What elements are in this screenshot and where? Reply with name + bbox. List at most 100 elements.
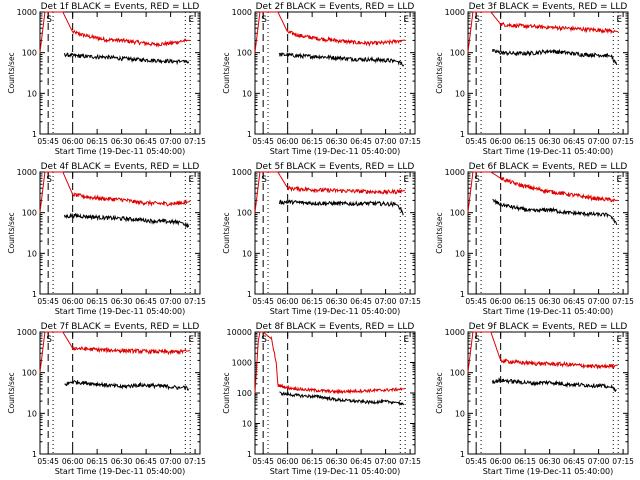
y-tick-label: 100 — [450, 369, 465, 378]
x-tick-label: 05:45 — [465, 137, 487, 146]
marker-label: E — [403, 335, 409, 345]
plot-frame — [254, 11, 416, 135]
x-tick-label: 06:15 — [514, 457, 536, 466]
chart-panel-8: Det 8f BLACK = Events, RED = LLD 1 10 100 10… — [222, 322, 421, 476]
x-tick-label: 06:45 — [350, 457, 372, 466]
x-tick-label: 06:30 — [111, 297, 133, 306]
x-tick-label: 06:00 — [62, 137, 84, 146]
chart-title: Det 1f BLACK = Events, RED = LLD — [41, 2, 200, 12]
x-tick-label: 06:00 — [277, 297, 299, 306]
y-axis-label: Counts/sec — [222, 52, 231, 93]
y-tick-label: 1 — [32, 450, 37, 459]
marker-label: S — [261, 15, 267, 25]
x-tick-label: 06:45 — [563, 137, 585, 146]
x-tick-label: 06:45 — [563, 297, 585, 306]
x-tick-label: 06:45 — [135, 137, 157, 146]
x-tick-label: 07:00 — [160, 457, 182, 466]
y-axis-label: Counts/sec — [435, 52, 444, 93]
marker-label: E — [616, 335, 622, 345]
chart-title: Det 8f BLACK = Events, RED = LLD — [256, 322, 415, 332]
y-tick-label: 100 — [450, 49, 465, 58]
y-tick-label: 10 — [242, 89, 252, 98]
x-axis-label: Start Time (19-Dec-11 05:40:00) — [270, 467, 401, 476]
x-tick-label: 05:45 — [465, 457, 487, 466]
x-tick-label: 07:15 — [399, 457, 421, 466]
lld-rate-line — [39, 11, 191, 53]
x-tick-label: 05:45 — [252, 457, 274, 466]
events-rate-line — [492, 48, 618, 66]
y-tick-label: 10 — [455, 89, 465, 98]
x-axis-label: Start Time (19-Dec-11 05:40:00) — [55, 307, 186, 316]
x-tick-label: 07:00 — [588, 297, 610, 306]
y-tick-label: 1 — [247, 130, 252, 139]
y-tick-label: 1 — [460, 450, 465, 459]
y-tick-label: 10000 — [227, 328, 252, 337]
x-tick-label: 06:00 — [277, 137, 299, 146]
plot-frame — [467, 331, 629, 455]
chart-panel-5: Det 5f BLACK = Events, RED = LLD 1 10 100 10… — [222, 162, 421, 316]
y-tick-label: 1000 — [17, 8, 37, 17]
events-rate-line — [492, 198, 618, 226]
plot-frame — [39, 331, 201, 455]
marker-label: S — [46, 335, 52, 345]
x-tick-label: 06:30 — [111, 137, 133, 146]
marker-label: E — [188, 175, 194, 185]
x-axis-label: Start Time (19-Dec-11 05:40:00) — [483, 307, 614, 316]
y-tick-label: 10 — [27, 409, 37, 418]
lld-rate-line — [39, 331, 191, 373]
y-axis-label: Counts/sec — [222, 372, 231, 413]
plot-frame — [254, 171, 416, 295]
chart-panel-7: Det 7f BLACK = Events, RED = LLD 1 10 100 10… — [7, 322, 206, 476]
x-tick-label: 06:00 — [277, 457, 299, 466]
y-tick-label: 100 — [237, 209, 252, 218]
y-axis-label: Counts/sec — [7, 52, 16, 93]
x-tick-label: 07:15 — [184, 137, 206, 146]
plot-frame — [467, 11, 629, 135]
y-tick-label: 100 — [237, 389, 252, 398]
y-axis-label: Counts/sec — [435, 372, 444, 413]
y-tick-label: 1 — [32, 290, 37, 299]
plot-frame — [39, 11, 201, 135]
marker-label: S — [261, 335, 267, 345]
chart-title: Det 2f BLACK = Events, RED = LLD — [256, 2, 415, 12]
lld-rate-line — [467, 331, 619, 373]
y-tick-label: 1 — [460, 290, 465, 299]
x-tick-label: 07:00 — [375, 457, 397, 466]
y-tick-label: 10 — [242, 249, 252, 258]
y-tick-label: 100 — [450, 209, 465, 218]
y-axis-label: Counts/sec — [7, 212, 16, 253]
x-tick-label: 06:15 — [301, 137, 323, 146]
y-tick-label: 1000 — [445, 8, 465, 17]
y-tick-label: 1000 — [445, 168, 465, 177]
y-tick-label: 100 — [22, 369, 37, 378]
x-axis-label: Start Time (19-Dec-11 05:40:00) — [270, 147, 401, 156]
chart-panel-9: Det 9f BLACK = Events, RED = LLD 1 10 100 10… — [435, 322, 634, 476]
x-tick-label: 07:00 — [160, 297, 182, 306]
x-axis-label: Start Time (19-Dec-11 05:40:00) — [270, 307, 401, 316]
x-tick-label: 05:45 — [252, 297, 274, 306]
lld-rate-line — [254, 11, 406, 53]
events-rate-line — [279, 51, 405, 67]
lld-rate-line — [254, 331, 406, 395]
x-tick-label: 06:30 — [539, 457, 561, 466]
events-rate-line — [279, 391, 405, 406]
marker-label: S — [474, 15, 480, 25]
events-rate-line — [279, 199, 404, 216]
x-axis-label: Start Time (19-Dec-11 05:40:00) — [55, 147, 186, 156]
y-tick-label: 1000 — [232, 168, 252, 177]
events-rate-line — [64, 52, 190, 66]
y-tick-label: 100 — [22, 49, 37, 58]
chart-title: Det 6f BLACK = Events, RED = LLD — [469, 162, 628, 172]
x-tick-label: 05:45 — [37, 457, 59, 466]
x-tick-label: 06:30 — [539, 297, 561, 306]
chart-panel-4: Det 4f BLACK = Events, RED = LLD 1 10 100 10… — [7, 162, 206, 316]
y-tick-label: 100 — [22, 209, 37, 218]
x-tick-label: 06:15 — [301, 457, 323, 466]
y-axis-label: Counts/sec — [7, 372, 16, 413]
y-tick-label: 10 — [242, 420, 252, 429]
plot-frame — [39, 171, 201, 295]
x-tick-label: 05:45 — [465, 297, 487, 306]
y-tick-label: 1 — [247, 450, 252, 459]
x-tick-label: 06:00 — [62, 457, 84, 466]
lld-rate-line — [467, 171, 619, 213]
